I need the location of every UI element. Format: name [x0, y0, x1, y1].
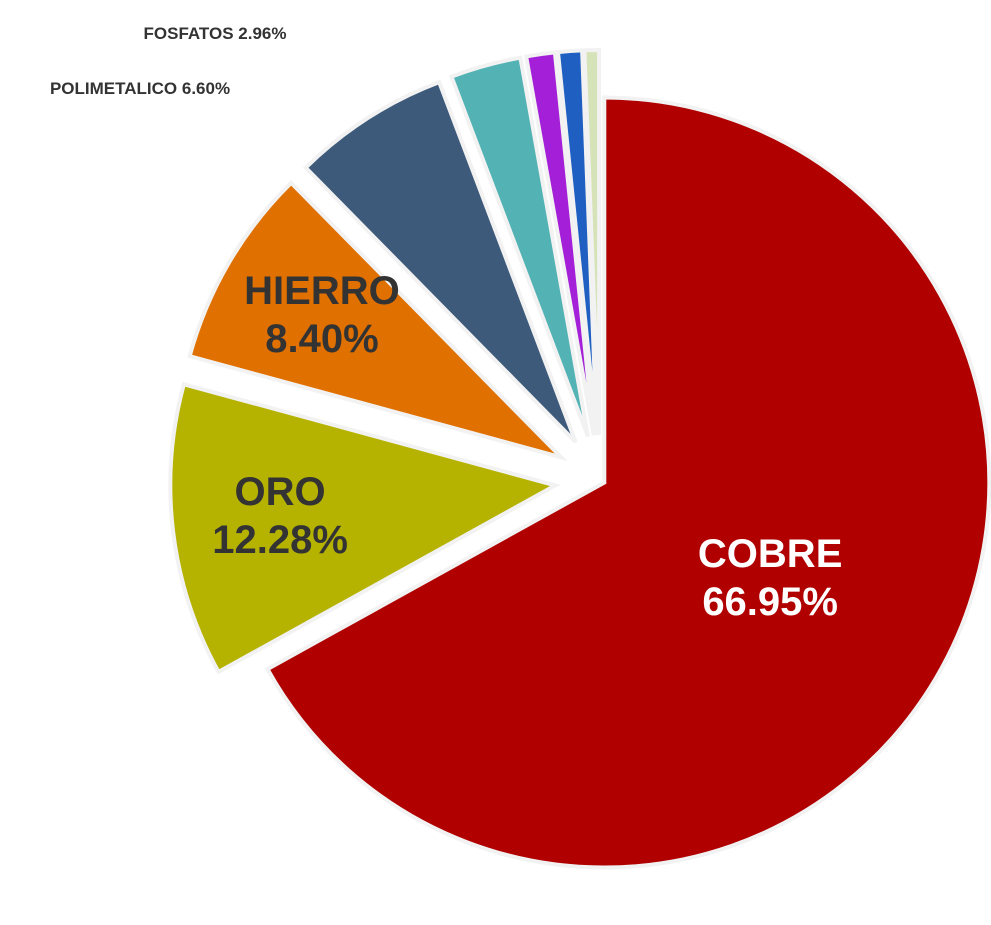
slice-name: POLIMETALICO [50, 79, 177, 98]
slice-label: COBRE [698, 532, 842, 576]
pie-slice [302, 79, 578, 444]
slice-value: 2.96% [238, 24, 286, 43]
slice-label: FOSFATOS 2.96% [144, 24, 287, 43]
pie-slice [187, 179, 568, 462]
slice-value: 66.95% [702, 580, 838, 624]
slice-label: POLIMETALICO 6.60% [50, 79, 230, 98]
slice-name: FOSFATOS [144, 24, 234, 43]
slice-label: ORO [235, 470, 326, 514]
pie-slice [582, 48, 602, 436]
pie-slice [523, 50, 596, 436]
pie-slice [168, 381, 561, 675]
pie-slice [264, 95, 991, 870]
slice-label: HIERRO [244, 269, 400, 313]
slice-value: 12.28% [212, 518, 348, 562]
slice-value: 8.40% [265, 317, 378, 361]
pie-slice [448, 55, 590, 438]
pie-slice [555, 48, 599, 436]
slice-value: 6.60% [182, 79, 230, 98]
